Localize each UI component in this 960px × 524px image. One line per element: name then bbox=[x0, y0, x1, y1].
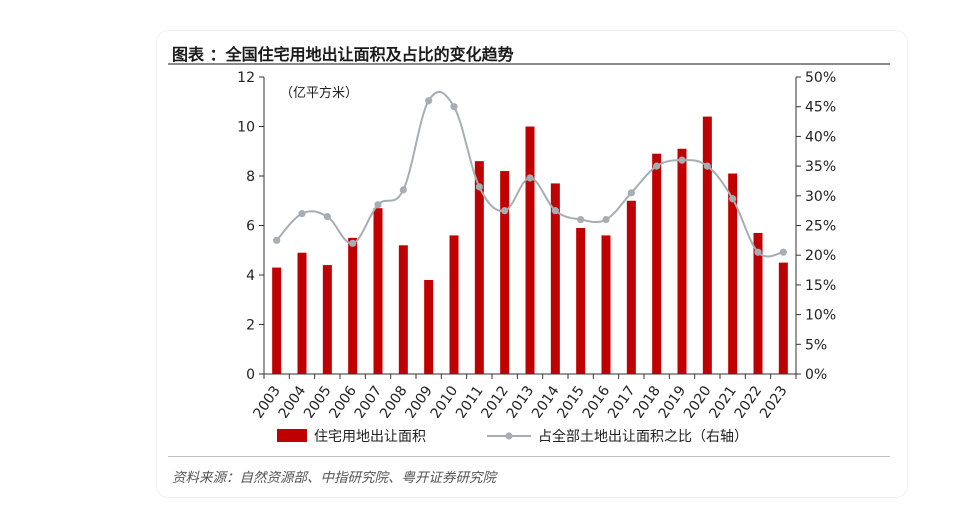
bar-2019 bbox=[677, 148, 687, 374]
bar-2015 bbox=[576, 227, 586, 374]
ratio-point-2021 bbox=[729, 195, 737, 203]
legend: 住宅用地出让面积 占全部土地出让面积之比（右轴） bbox=[277, 428, 748, 445]
bar-2020 bbox=[702, 116, 712, 374]
legend-bar-swatch bbox=[277, 429, 307, 442]
bar-2009 bbox=[424, 279, 434, 374]
ratio-point-2015 bbox=[577, 215, 585, 224]
bar-2011 bbox=[474, 161, 484, 374]
ratio-point-2004 bbox=[298, 210, 306, 218]
bar-2005 bbox=[322, 265, 332, 374]
right-tick-label: 15% bbox=[805, 278, 836, 294]
ratio-point-2006 bbox=[349, 239, 357, 247]
ratio-point-2017 bbox=[627, 189, 635, 197]
bar-2018 bbox=[652, 153, 662, 374]
ratio-point-2019 bbox=[678, 156, 686, 164]
right-tick-label: 50% bbox=[805, 70, 836, 86]
ratio-point-2023 bbox=[779, 248, 787, 256]
title-rule bbox=[168, 63, 890, 65]
right-tick-label: 20% bbox=[805, 248, 836, 264]
ratio-point-2012 bbox=[501, 207, 509, 215]
bar-2006 bbox=[348, 237, 358, 374]
right-tick-label: 30% bbox=[805, 189, 836, 205]
bar-2008 bbox=[398, 245, 408, 374]
bar-2013 bbox=[525, 126, 535, 374]
bar-2010 bbox=[449, 235, 459, 374]
ratio-point-2009 bbox=[425, 97, 433, 105]
bar-2021 bbox=[728, 173, 738, 374]
bar-2007 bbox=[373, 208, 383, 374]
ratio-point-2022 bbox=[754, 248, 762, 256]
right-tick-label: 0% bbox=[805, 367, 827, 383]
bar-2017 bbox=[626, 200, 636, 374]
bar-2016 bbox=[601, 235, 611, 374]
left-tick-label: 12 bbox=[237, 70, 255, 86]
ratio-point-2005 bbox=[323, 212, 331, 221]
bar-2012 bbox=[500, 171, 510, 374]
ratio-point-2016 bbox=[602, 215, 610, 224]
ratio-point-2018 bbox=[653, 162, 661, 170]
bar-2003 bbox=[272, 267, 282, 374]
left-tick-label: 4 bbox=[246, 268, 255, 284]
bars-layer bbox=[272, 116, 788, 374]
legend-bar-label: 住宅用地出让面积 bbox=[314, 429, 426, 445]
right-tick-label: 5% bbox=[805, 337, 827, 353]
bar-2022 bbox=[753, 232, 763, 374]
left-tick-label: 0 bbox=[246, 367, 255, 383]
bar-2014 bbox=[550, 183, 560, 374]
left-axis-unit-label: （亿平方米） bbox=[280, 85, 358, 101]
ratio-point-2007 bbox=[374, 201, 382, 209]
left-tick-label: 2 bbox=[246, 318, 255, 334]
ratio-point-2020 bbox=[703, 162, 711, 170]
ratio-point-2010 bbox=[450, 103, 458, 111]
left-tick-label: 10 bbox=[237, 120, 255, 136]
right-tick-label: 10% bbox=[805, 308, 836, 324]
source-note: 资料来源：自然资源部、中指研究院、粤开证券研究院 bbox=[172, 470, 496, 486]
ratio-point-2008 bbox=[399, 186, 407, 194]
x-tick-label: 2023 bbox=[757, 383, 791, 421]
right-tick-label: 35% bbox=[805, 159, 836, 175]
ratio-point-2011 bbox=[475, 183, 483, 191]
right-tick-label: 45% bbox=[805, 100, 836, 116]
left-tick-label: 8 bbox=[246, 169, 255, 185]
ratio-point-2014 bbox=[551, 207, 559, 215]
ratio-point-2003 bbox=[273, 236, 281, 244]
line-layer bbox=[273, 90, 787, 258]
legend-line-marker bbox=[505, 432, 513, 440]
left-tick-label: 6 bbox=[246, 219, 255, 235]
legend-line-label: 占全部土地出让面积之比（右轴） bbox=[538, 428, 748, 445]
right-tick-label: 40% bbox=[805, 129, 836, 145]
bar-2023 bbox=[778, 262, 788, 374]
source-rule bbox=[168, 456, 890, 457]
ratio-point-2013 bbox=[526, 174, 534, 182]
right-tick-label: 25% bbox=[805, 219, 836, 235]
bar-2004 bbox=[297, 252, 307, 374]
figure-title: 图表 ：全国住宅用地出让面积及占比的变化趋势 bbox=[172, 45, 514, 64]
